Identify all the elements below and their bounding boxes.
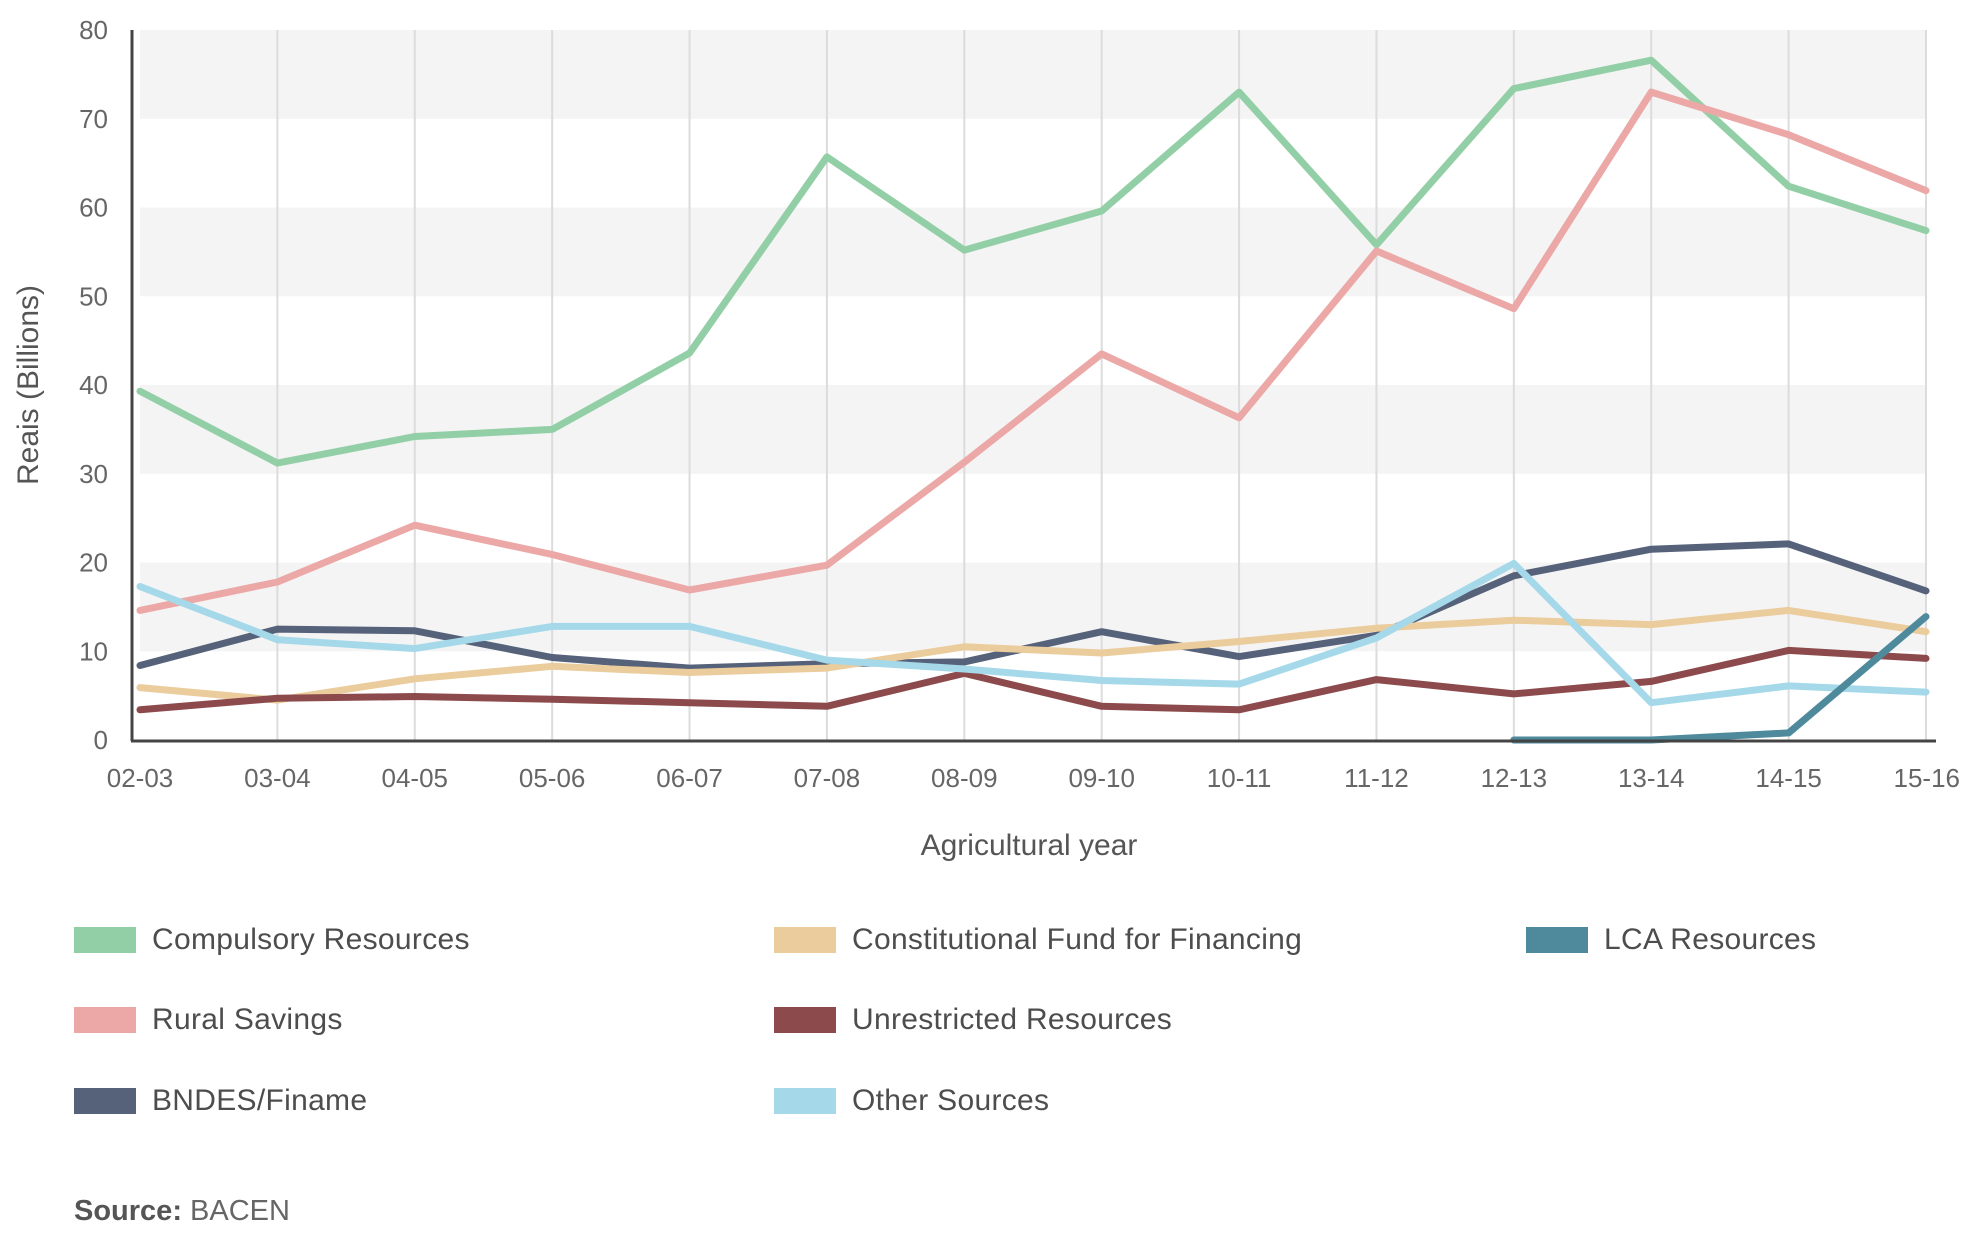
x-tick-label: 07-08 (794, 763, 861, 793)
legend-item-compulsory-resources: Compulsory Resources (74, 920, 470, 960)
grid-band (140, 385, 1926, 474)
legend-item-rural-savings: Rural Savings (74, 1000, 343, 1040)
x-tick-label: 08-09 (931, 763, 998, 793)
legend-item-unrestricted-resources: Unrestricted Resources (774, 1000, 1172, 1040)
legend-label: Unrestricted Resources (852, 1003, 1173, 1036)
x-tick-label: 03-04 (244, 763, 311, 793)
legend-label: Other Sources (852, 1084, 1050, 1117)
legend-item-bndes-finame: BNDES/Finame (74, 1081, 367, 1121)
y-tick-label: 70 (79, 104, 108, 134)
x-tick-label: 11-12 (1344, 763, 1409, 793)
legend-label: BNDES/Finame (152, 1084, 368, 1117)
source-value: BACEN (181, 1195, 290, 1227)
x-tick-label: 10-11 (1207, 763, 1272, 793)
legend-swatch (74, 1007, 136, 1033)
legend-swatch (74, 1088, 136, 1114)
y-tick-labels: 0 10 20 30 40 50 60 70 80 (79, 15, 108, 755)
y-tick-label: 40 (79, 370, 108, 400)
legend-label: LCA Resources (1604, 923, 1817, 956)
x-tick-label: 12-13 (1481, 763, 1548, 793)
line-chart: 0 10 20 30 40 50 60 70 80 02-03 03-04 04-05 05-06 06… (12, 15, 1960, 862)
series-line-other-sources (136, 559, 1930, 707)
legend-swatch (774, 927, 836, 953)
legend-swatch (774, 1007, 836, 1033)
y-tick-label: 10 (79, 636, 108, 666)
x-tick-label: 04-05 (382, 763, 449, 793)
grid-band (140, 562, 1926, 652)
series-line-constitutional-fund-for-financing (136, 606, 1930, 704)
series-line-rural-savings (136, 88, 1930, 614)
grid-band (140, 30, 1926, 119)
y-axis-title: Reais (Billions) (12, 285, 45, 485)
y-tick-label: 0 (94, 725, 108, 755)
y-tick-label: 30 (79, 459, 108, 489)
y-tick-label: 60 (79, 193, 108, 223)
series-line-compulsory-resources (136, 56, 1930, 467)
series-lines (136, 56, 1930, 744)
x-axis-title: Agricultural year (921, 829, 1138, 862)
x-tick-label: 13-14 (1618, 763, 1685, 793)
source-label: Source: (74, 1195, 182, 1227)
y-tick-label: 20 (79, 548, 108, 578)
legend-swatch (1526, 927, 1588, 953)
legend-item-lca-resources: LCA Resources (1526, 920, 1816, 960)
legend-label: Compulsory Resources (152, 923, 470, 956)
x-tick-labels: 02-03 03-04 04-05 05-06 06-07 07-08 08-09 09-10… (107, 763, 1960, 793)
x-tick-label: 15-16 (1894, 763, 1961, 793)
y-tick-label: 50 (79, 281, 108, 311)
legend-label: Constitutional Fund for Financing (852, 923, 1303, 956)
background-bands (140, 30, 1926, 652)
legend-swatch (74, 927, 136, 953)
y-tick-label: 80 (79, 15, 108, 45)
legend-label: Rural Savings (152, 1003, 343, 1036)
legend-swatch (774, 1088, 836, 1114)
legend-item-other-sources: Other Sources (774, 1081, 1049, 1121)
axes (130, 30, 1936, 743)
x-tick-label: 09-10 (1068, 763, 1135, 793)
x-tick-label: 06-07 (656, 763, 723, 793)
legend: Compulsory Resources Constitutional Fund… (74, 920, 1894, 1170)
legend-item-constitutional-fund: Constitutional Fund for Financing (774, 920, 1302, 960)
source-note: Source: BACEN (74, 1195, 290, 1228)
x-tick-label: 02-03 (107, 763, 174, 793)
x-tick-label: 14-15 (1755, 763, 1822, 793)
grid-band (140, 207, 1926, 297)
x-tick-label: 05-06 (519, 763, 586, 793)
